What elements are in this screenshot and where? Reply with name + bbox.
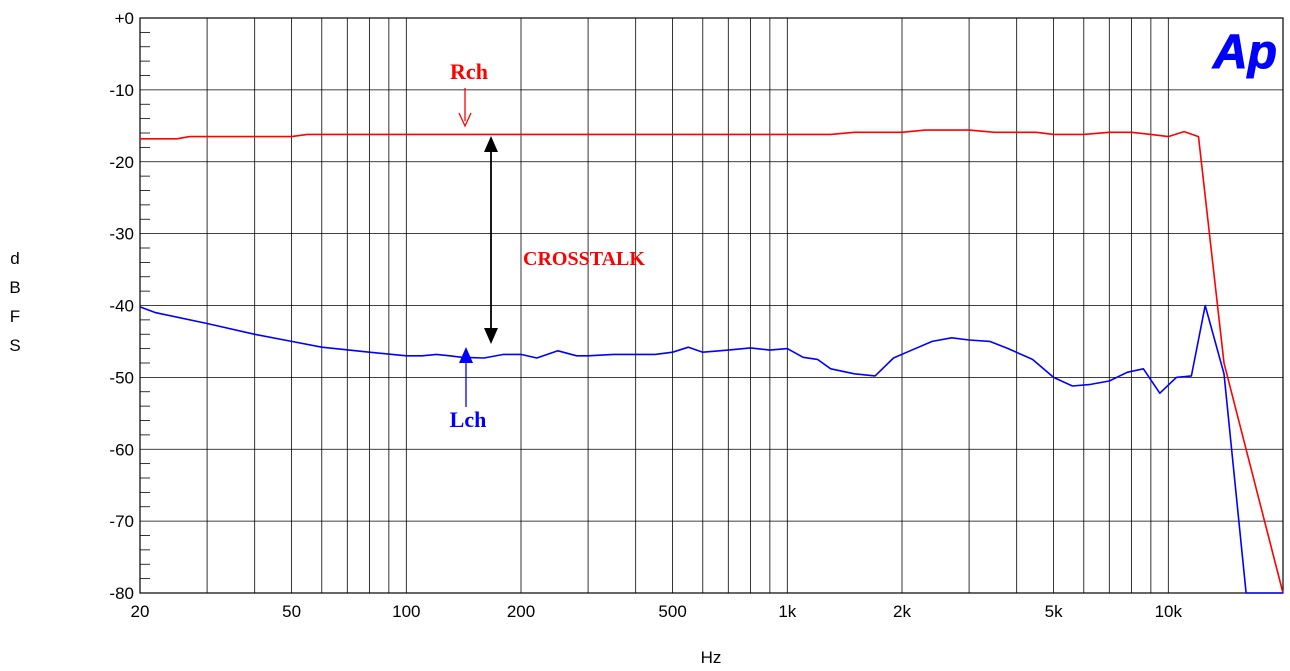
x-axis-title: Hz: [701, 648, 722, 667]
y-tick-label: -20: [109, 153, 134, 172]
y-axis-title-letter-b: B: [9, 278, 20, 297]
x-tick-label: 1k: [778, 602, 796, 621]
y-tick-label: -50: [109, 368, 134, 387]
ap-logo: Ap: [1212, 26, 1277, 79]
y-axis-ticks: +0 -10 -20 -30 -40 -50 -60 -70 -80: [109, 9, 134, 603]
x-tick-label: 100: [392, 602, 420, 621]
lch-label: Lch: [450, 407, 487, 432]
crosstalk-label: CROSSTALK: [523, 248, 645, 270]
x-tick-label: 500: [658, 602, 686, 621]
y-tick-label: -10: [109, 81, 134, 100]
x-tick-label: 2k: [893, 602, 911, 621]
x-tick-label: 10k: [1155, 602, 1183, 621]
y-tick-label: -40: [109, 297, 134, 316]
rch-label: Rch: [450, 59, 488, 84]
x-tick-label: 50: [282, 602, 301, 621]
y-axis-title-letter-f: F: [10, 307, 20, 326]
y-axis-title-letter-s: S: [9, 336, 20, 355]
y-tick-label: +0: [115, 9, 134, 28]
x-tick-label: 200: [507, 602, 535, 621]
x-tick-label: 5k: [1045, 602, 1063, 621]
y-tick-label: -60: [109, 440, 134, 459]
y-axis-title-letter-d: d: [10, 249, 19, 268]
y-tick-label: -80: [109, 584, 134, 603]
y-tick-label: -30: [109, 225, 134, 244]
x-tick-label: 20: [131, 602, 150, 621]
y-tick-label: -70: [109, 512, 134, 531]
